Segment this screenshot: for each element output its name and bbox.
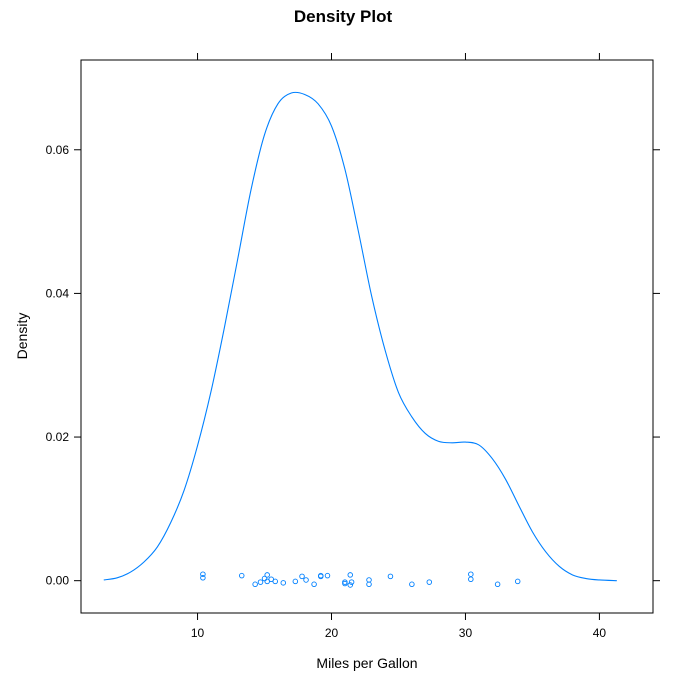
rug-point [468, 571, 474, 577]
rug-point [299, 573, 305, 580]
rug-point [200, 575, 206, 581]
rug-points [200, 571, 521, 588]
y-tick-label: 0.00 [46, 574, 70, 588]
y-tick-label: 0.06 [46, 143, 70, 157]
rug-point [280, 580, 287, 586]
rug-point [347, 582, 354, 588]
density-curve [103, 91, 617, 582]
rug-point [238, 572, 245, 579]
rug-point [426, 579, 433, 585]
rug-point [268, 576, 274, 582]
rug-point [264, 578, 270, 585]
rug-point [514, 578, 521, 585]
plot-frame [80, 59, 654, 614]
y-tick-label: 0.02 [46, 430, 70, 444]
x-tick-label: 20 [325, 626, 339, 640]
axis-ticks [74, 53, 660, 620]
chart-title: Density Plot [294, 7, 393, 26]
rug-point [272, 578, 278, 585]
x-tick-label: 40 [593, 626, 607, 640]
rug-point [387, 573, 394, 580]
rug-point [318, 572, 324, 579]
rug-point [347, 572, 354, 578]
x-tick-label: 30 [459, 626, 473, 640]
rug-point [292, 578, 299, 585]
rug-point [311, 581, 317, 588]
rug-point [409, 581, 415, 588]
rug-point [342, 580, 348, 587]
axis-tick-labels: 10 20 30 40 0.00 0.02 0.04 0.06 [46, 143, 607, 640]
rug-point [366, 581, 372, 588]
rug-point [257, 579, 264, 585]
rug-point [264, 572, 270, 578]
rug-point [324, 572, 331, 579]
y-tick-label: 0.04 [46, 286, 70, 300]
rug-point [468, 576, 474, 582]
x-tick-label: 10 [191, 626, 205, 640]
rug-point [200, 571, 206, 577]
rug-point [494, 581, 501, 588]
x-axis-label: Miles per Gallon [316, 655, 417, 671]
rug-point [252, 581, 258, 588]
y-axis-label: Density [14, 313, 30, 360]
rug-point [348, 579, 355, 585]
rug-point [303, 577, 309, 583]
